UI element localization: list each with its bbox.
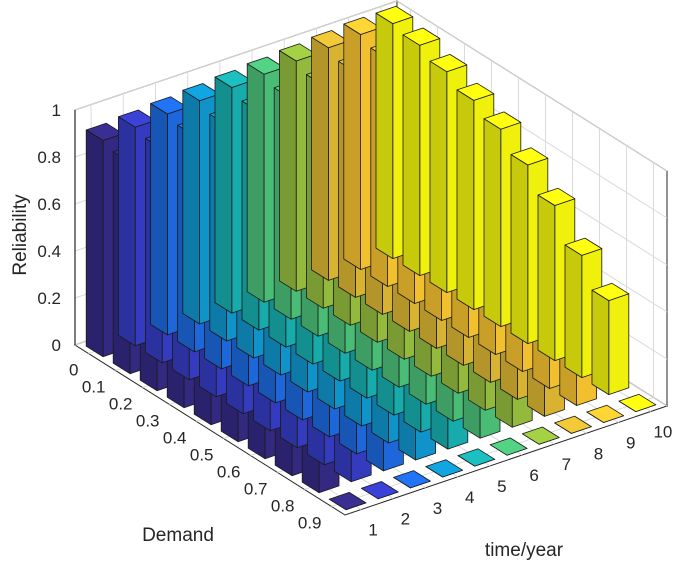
bar-top-face — [425, 459, 464, 478]
bar — [586, 404, 624, 423]
bar-side-face — [214, 76, 233, 314]
bar-side-face — [278, 50, 297, 292]
bar-side-face — [343, 23, 362, 270]
z-tick-label: 0.2 — [37, 289, 61, 308]
bar-top-face — [483, 111, 522, 130]
bar-top-face — [618, 393, 657, 413]
bar-top-face — [360, 481, 399, 500]
bar — [360, 481, 399, 500]
bar-side-face — [311, 36, 329, 281]
time-tick-label: 9 — [626, 433, 635, 452]
y-axis-label: Demand — [142, 525, 214, 546]
z-axis-label: Reliability — [10, 194, 31, 276]
time-tick-label: 3 — [433, 499, 442, 518]
demand-tick-label: 0.2 — [109, 395, 133, 414]
bar-top-face — [564, 237, 603, 256]
bar-side-face — [510, 154, 529, 345]
z-tick-label: 0.4 — [37, 242, 61, 261]
bar — [554, 415, 592, 434]
bar-side-face — [591, 289, 610, 396]
demand-tick-label: 0.9 — [298, 514, 322, 533]
bar — [618, 393, 657, 413]
bar-side-face — [429, 60, 448, 294]
bar-side-face — [402, 34, 421, 277]
bar — [591, 282, 630, 396]
z-gridline — [74, 0, 668, 172]
demand-tick-label: 0.5 — [190, 446, 214, 465]
bar-top-face — [393, 470, 431, 489]
bar-top-face — [429, 54, 468, 73]
bars-group — [85, 5, 657, 511]
bar-top-face — [591, 282, 630, 302]
time-tick-label: 1 — [368, 521, 377, 540]
bar — [457, 448, 496, 467]
bar — [489, 437, 528, 456]
bar-top-face — [586, 404, 624, 423]
bar — [393, 470, 431, 489]
bar-top-face — [489, 437, 528, 456]
z-tick-label: 0.6 — [37, 195, 61, 214]
bar-front-face — [608, 293, 630, 396]
bar-side-face — [483, 118, 502, 328]
bar-side-face — [564, 244, 583, 379]
demand-tick-label: 0.4 — [163, 429, 187, 448]
demand-tick-label: 0.3 — [136, 412, 160, 431]
time-tick-label: 2 — [401, 510, 410, 529]
time-tick-label: 4 — [465, 488, 474, 507]
bar-top-face — [375, 5, 414, 25]
z-tick-label: 0.8 — [37, 148, 61, 167]
bar-top-face — [456, 82, 495, 101]
time-tick-label: 10 — [653, 422, 672, 441]
bar-side-face — [150, 103, 168, 336]
demand-tick-label: 0.1 — [82, 378, 106, 397]
bar-side-face — [85, 129, 104, 358]
bar-top-face — [522, 426, 560, 445]
bar-top-face — [402, 27, 441, 46]
tick-labels: 00.20.40.60.8100.10.20.30.40.50.60.70.80… — [37, 101, 672, 540]
bar-top-face — [510, 147, 549, 166]
bar — [522, 426, 560, 445]
bar — [328, 491, 367, 511]
bar-side-face — [182, 89, 201, 325]
z-tick-label: 1 — [52, 101, 61, 120]
demand-tick-label: 0.7 — [244, 480, 268, 499]
bar-top-face — [457, 448, 496, 467]
x-axis-label: time/year — [485, 540, 564, 561]
time-tick-label: 7 — [562, 455, 571, 474]
bar — [425, 459, 464, 478]
bar-top-face — [554, 415, 592, 434]
bar-side-face — [118, 116, 136, 347]
bar-side-face — [537, 194, 556, 362]
demand-tick-label: 0 — [69, 361, 78, 380]
bar-side-face — [375, 12, 394, 260]
bar-top-face — [537, 187, 576, 206]
bar-top-face — [328, 491, 367, 511]
z-tick-label: 0 — [52, 336, 61, 355]
demand-tick-label: 0.8 — [271, 497, 295, 516]
bar-side-face — [456, 89, 475, 311]
time-tick-label: 6 — [529, 466, 538, 485]
time-tick-label: 8 — [594, 444, 603, 463]
demand-tick-label: 0.6 — [217, 463, 241, 482]
time-tick-label: 5 — [497, 477, 506, 496]
bar-side-face — [246, 63, 265, 303]
